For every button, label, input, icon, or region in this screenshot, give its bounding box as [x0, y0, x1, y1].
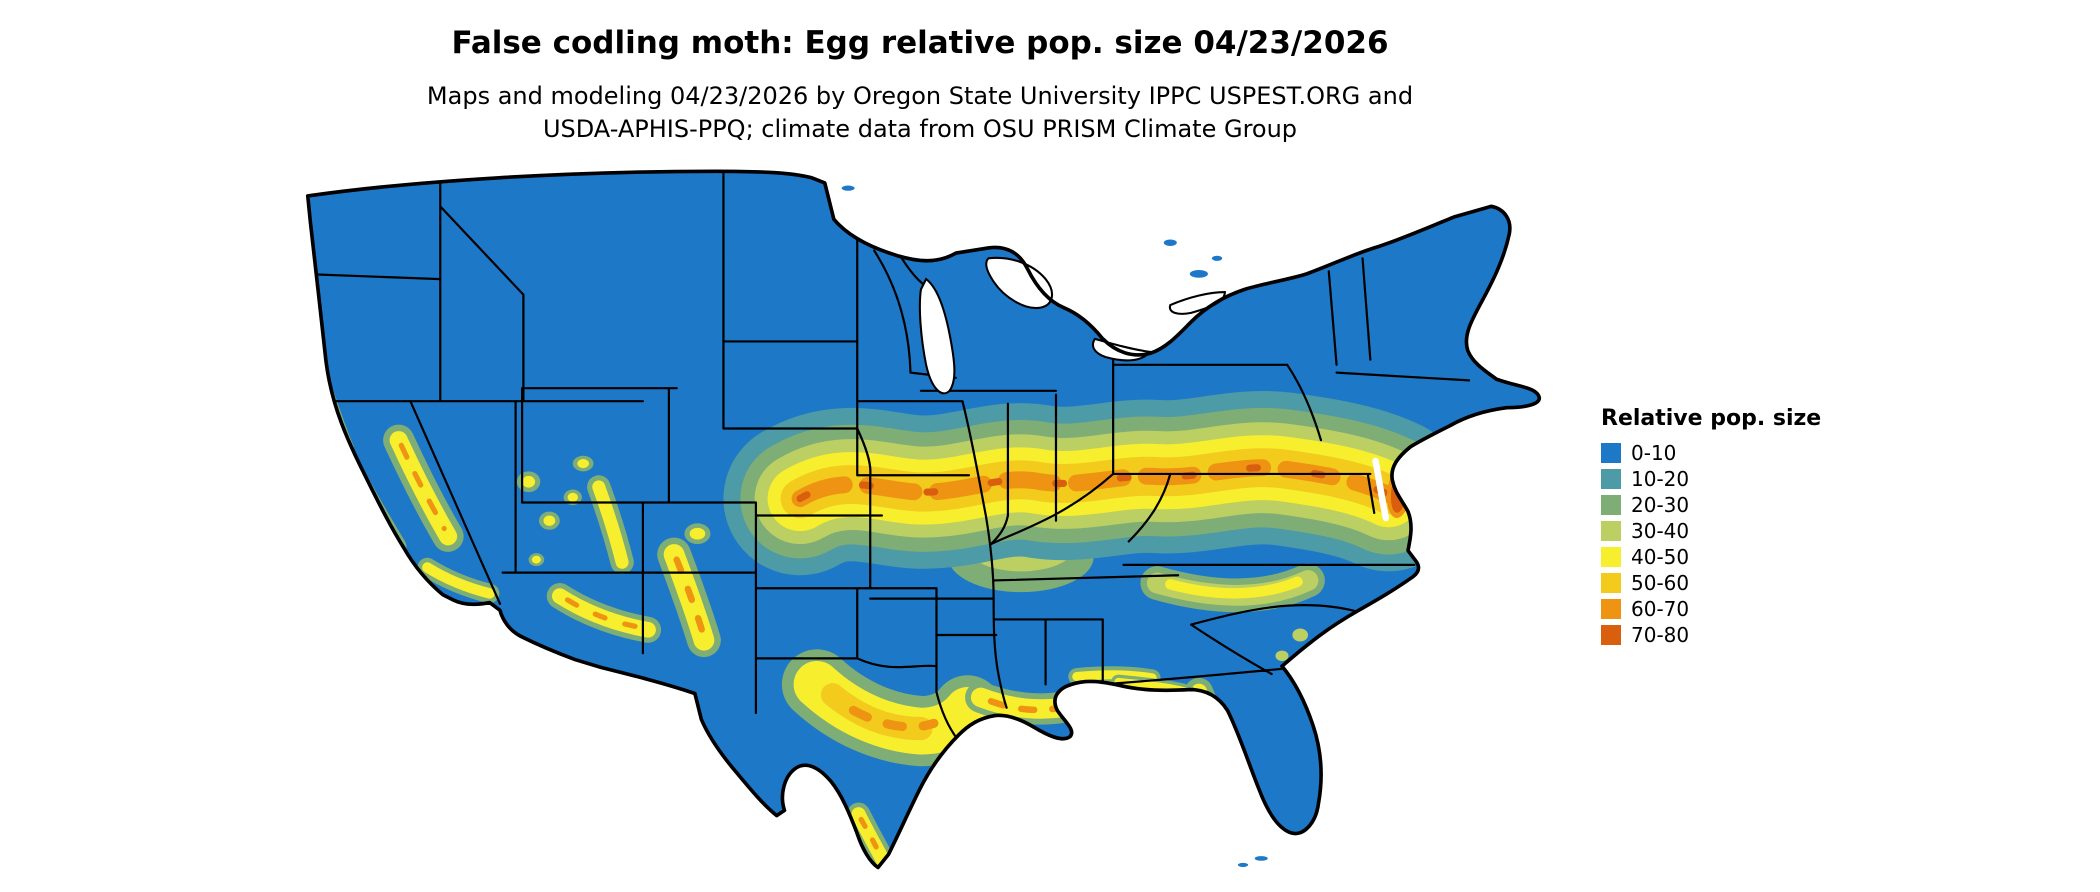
raster-tennessee — [1140, 563, 1325, 613]
lake-huron — [985, 256, 1053, 309]
state-borders — [307, 171, 1471, 741]
great-lakes — [918, 256, 1226, 395]
map-title: False codling moth: Egg relative pop. si… — [451, 25, 1389, 61]
legend-items: 0-10 10-20 20-30 30-40 40-50 50-60 60-70 70-80 — [1601, 443, 1821, 645]
legend-label: 70-80 — [1631, 623, 1690, 647]
outside-water-specks — [841, 185, 1268, 868]
legend-label: 10-20 — [1631, 467, 1690, 491]
legend-swatch — [1601, 521, 1621, 541]
legend-label: 20-30 — [1631, 493, 1690, 517]
header: False codling moth: Egg relative pop. si… — [0, 0, 1840, 146]
legend-label: 50-60 — [1631, 571, 1690, 595]
lake-michigan — [918, 277, 956, 395]
legend-item: 50-60 — [1601, 573, 1821, 593]
map-subtitle: Maps and modeling 04/23/2026 by Oregon S… — [0, 80, 1840, 146]
legend-label: 0-10 — [1631, 441, 1677, 465]
legend-label: 40-50 — [1631, 545, 1690, 569]
us-outline — [305, 169, 1542, 870]
legend-item: 40-50 — [1601, 547, 1821, 567]
legend-swatch — [1601, 625, 1621, 645]
legend-label: 60-70 — [1631, 597, 1690, 621]
legend-item: 20-30 — [1601, 495, 1821, 515]
legend-item: 70-80 — [1601, 625, 1821, 645]
map-subtitle-line1: Maps and modeling 04/23/2026 by Oregon S… — [426, 82, 1414, 110]
legend-swatch — [1601, 495, 1621, 515]
legend-label: 30-40 — [1631, 519, 1690, 543]
legend-swatch — [1601, 547, 1621, 567]
us-map — [305, 169, 1542, 870]
legend-item: 60-70 — [1601, 599, 1821, 619]
raster-southeast-blobs — [1275, 628, 1308, 661]
legend-swatch — [1601, 573, 1621, 593]
legend: Relative pop. size 0-10 10-20 20-30 30-40 40… — [1601, 406, 1821, 651]
legend-item: 0-10 — [1601, 443, 1821, 463]
legend-swatch — [1601, 599, 1621, 619]
legend-swatch — [1601, 443, 1621, 463]
legend-swatch — [1601, 469, 1621, 489]
legend-title: Relative pop. size — [1601, 406, 1822, 431]
map-subtitle-line2: USDA-APHIS-PPQ; climate data from OSU PR… — [542, 115, 1298, 143]
legend-item: 30-40 — [1601, 521, 1821, 541]
legend-item: 10-20 — [1601, 469, 1821, 489]
raster-layers — [307, 171, 1540, 868]
raster-central-band — [723, 391, 1466, 576]
